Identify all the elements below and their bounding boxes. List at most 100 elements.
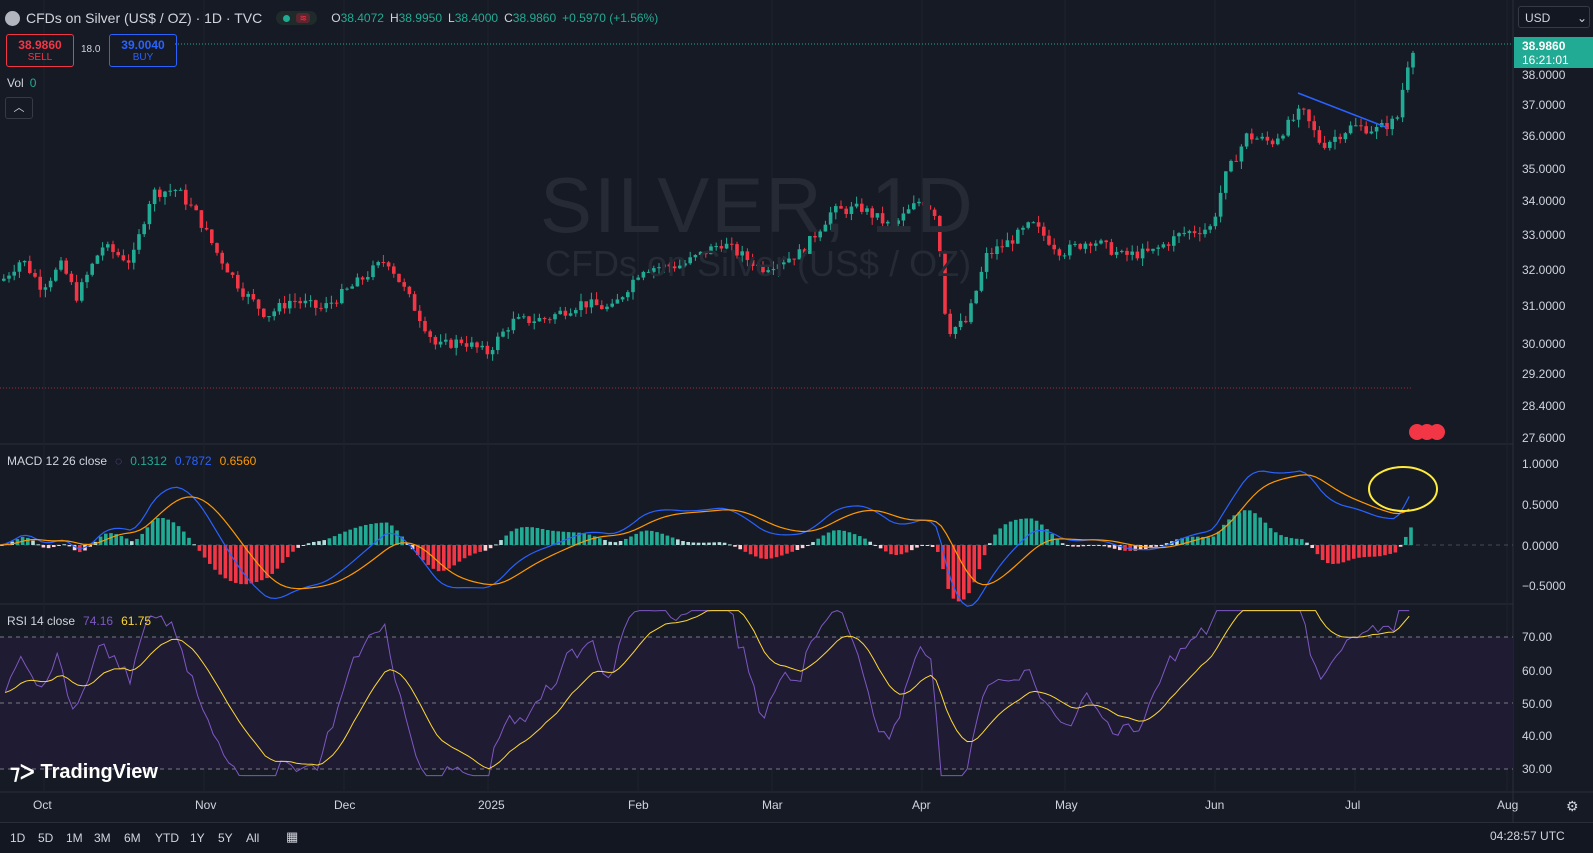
timeframe-button[interactable]: 5D (38, 831, 54, 845)
rsi-legend[interactable]: RSI 14 close 74.16 61.75 (7, 614, 151, 628)
candle-body (1348, 125, 1353, 134)
time-axis-label: Dec (334, 798, 356, 812)
buy-button[interactable]: 39.0040 BUY (109, 34, 177, 67)
candle-body (875, 213, 880, 218)
macd-line-value: 0.7872 (174, 454, 212, 468)
symbol-title[interactable]: CFDs on Silver (US$ / OZ) · 1D · TVC (26, 10, 263, 26)
candle-body (1052, 244, 1056, 250)
candle-body (1343, 133, 1348, 140)
macd-histogram-bar (696, 542, 701, 545)
macd-histogram-bar (1320, 545, 1325, 561)
macd-histogram-bar (1284, 536, 1288, 545)
macd-histogram-bar (1279, 535, 1283, 545)
candle-body (158, 189, 162, 197)
candle-body (1094, 243, 1098, 246)
ohlc-values: O38.4072 H38.9950 L38.4000 C38.9860 +0.5… (331, 11, 659, 25)
macd-histogram-bar (1346, 545, 1351, 561)
macd-histogram-bar (202, 545, 207, 558)
tradingview-logo[interactable]: ⁊ᐳ TradingView (10, 761, 158, 784)
macd-legend[interactable]: MACD 12 26 close ◌ 0.1312 0.7872 0.6560 (7, 454, 256, 468)
macd-histogram-bar (1211, 536, 1216, 545)
candle-body (407, 286, 412, 295)
candle-body (984, 253, 989, 272)
candle-body (241, 288, 245, 297)
macd-histogram-bar (982, 545, 987, 556)
sell-button[interactable]: 38.9860 SELL (6, 34, 74, 67)
candle-body (1291, 119, 1296, 121)
macd-histogram-bar (306, 543, 311, 545)
candle-body (1369, 131, 1374, 134)
candle-body (1359, 125, 1363, 127)
candle-body (912, 203, 916, 210)
candle-body (236, 274, 240, 289)
market-flag-icon: ≋ (296, 13, 311, 23)
macd-histogram-bar (582, 533, 586, 545)
volume-legend[interactable]: Vol 0 (7, 76, 37, 90)
macd-histogram-bar (998, 528, 1002, 545)
clock[interactable]: 04:28:57 UTC (1490, 829, 1565, 843)
candle-body (64, 260, 68, 274)
candle-body (953, 326, 958, 335)
macd-histogram-bar (795, 545, 800, 550)
price-axis-label: 37.0000 (1522, 98, 1566, 112)
macd-histogram-bar (1040, 524, 1044, 545)
timeframe-button[interactable]: YTD (155, 831, 179, 845)
macd-histogram-bar (655, 532, 659, 545)
macd-axis-label: 0.5000 (1522, 498, 1559, 512)
candle-body (1260, 136, 1264, 139)
macd-histogram-bar (728, 544, 732, 546)
macd-histogram-bar (124, 538, 129, 545)
macd-histogram-bar (592, 536, 597, 545)
time-axis-label: Feb (628, 798, 649, 812)
macd-histogram-bar (556, 531, 560, 545)
timeframe-button[interactable]: 3M (94, 831, 111, 845)
candle-body (771, 269, 776, 271)
macd-histogram-bar (301, 545, 306, 546)
time-axis-label: Jul (1345, 798, 1361, 812)
candle-body (366, 277, 370, 280)
candle-body (761, 264, 765, 273)
timeframe-button[interactable]: 5Y (218, 831, 233, 845)
timeframe-button[interactable]: 1Y (190, 831, 205, 845)
macd-histogram-bar (213, 545, 217, 570)
macd-histogram-bar (1404, 536, 1408, 545)
price-axis-label: 36.0000 (1522, 129, 1566, 143)
macd-histogram-bar (764, 545, 768, 559)
collapse-legend-button[interactable]: ︿ (5, 97, 33, 119)
macd-histogram-bar (374, 523, 378, 545)
macd-histogram-bar (733, 545, 737, 547)
candle-body (1073, 243, 1077, 245)
timeframe-button[interactable]: All (246, 831, 260, 845)
currency-select[interactable]: USD ⌄ (1518, 6, 1590, 28)
candle-body (1182, 232, 1186, 234)
candle-body (1166, 244, 1171, 246)
candle-body (121, 255, 126, 261)
candle-body (808, 235, 812, 254)
settings-gear-icon[interactable]: ⚙ (1566, 798, 1579, 814)
candle-body (1276, 138, 1280, 145)
candle-body (1021, 227, 1025, 230)
calendar-icon[interactable]: ▦ (286, 829, 299, 844)
timeframe-button[interactable]: 1D (10, 831, 26, 845)
timeframe-button[interactable]: 1M (66, 831, 83, 845)
macd-histogram-bar (509, 531, 514, 545)
macd-histogram-bar (312, 541, 316, 545)
macd-histogram-bar (260, 545, 264, 581)
candle-body (444, 339, 448, 342)
macd-histogram-bar (535, 527, 540, 545)
price-axis-label: 29.2000 (1522, 367, 1566, 381)
candle-body (1177, 233, 1181, 237)
high-value: 38.9950 (398, 11, 443, 25)
macd-histogram-bar (1019, 518, 1023, 545)
market-status[interactable]: ≋ (276, 11, 318, 25)
chart-header: CFDs on Silver (US$ / OZ) · 1D · TVC ≋ O… (5, 8, 658, 28)
macd-histogram-bar (670, 537, 675, 545)
candle-body (1042, 226, 1046, 236)
candle-body (1083, 243, 1088, 249)
macd-histogram-bar (1102, 545, 1106, 547)
macd-histogram-bar (499, 540, 503, 545)
candle-body (839, 206, 843, 209)
macd-histogram-bar (1014, 519, 1018, 545)
timeframe-button[interactable]: 6M (124, 831, 141, 845)
